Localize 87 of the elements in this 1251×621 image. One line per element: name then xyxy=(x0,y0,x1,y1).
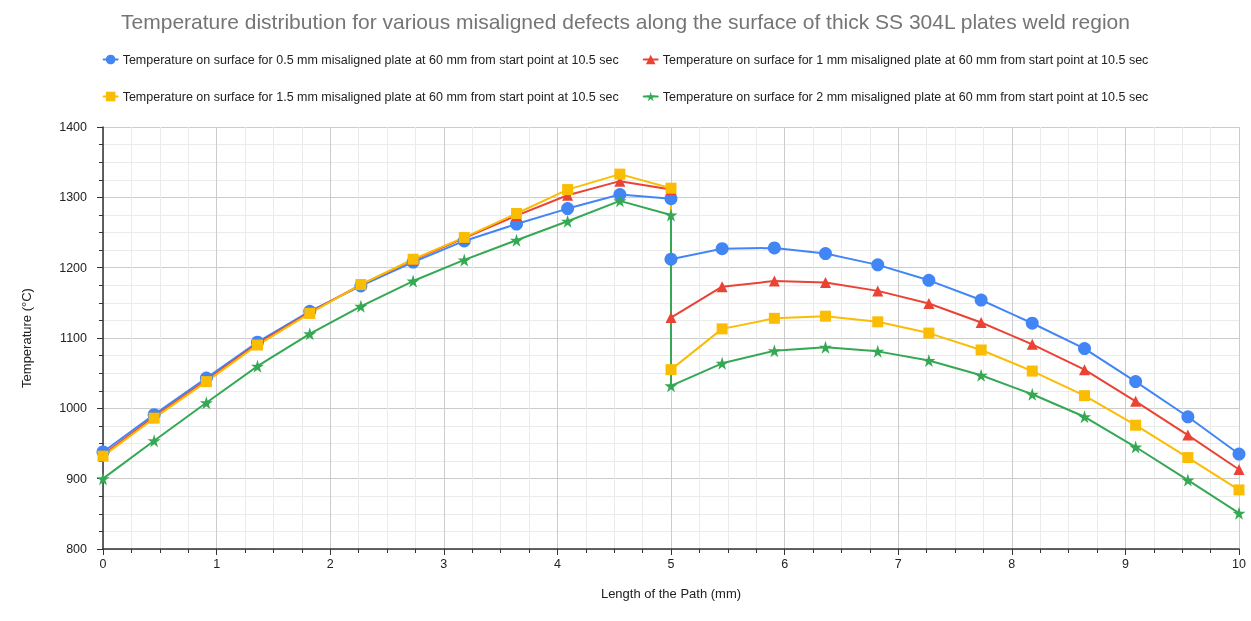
point xyxy=(665,312,677,324)
point xyxy=(354,299,368,313)
point xyxy=(1232,506,1246,520)
point xyxy=(768,275,780,287)
y-tick-label: 1200 xyxy=(59,260,88,275)
point xyxy=(1079,390,1090,402)
point xyxy=(96,472,110,486)
point xyxy=(665,364,677,376)
point xyxy=(1026,365,1038,377)
x-tick-label: 9 xyxy=(1121,556,1129,571)
point xyxy=(1181,473,1195,487)
x-tick-label: 0 xyxy=(99,556,107,571)
y-tick-label: 1000 xyxy=(59,401,88,416)
point xyxy=(1078,342,1091,356)
legend-label: Temperature on surface for 1 mm misaligned plate at 60 mm from start point at 10.5 sec xyxy=(662,52,1149,67)
point xyxy=(1182,429,1194,441)
x-tick-label: 6 xyxy=(781,556,789,571)
x-tick-label: 5 xyxy=(667,556,675,571)
x-tick-label: 8 xyxy=(1008,556,1016,571)
point xyxy=(871,258,885,272)
x-tick-label: 2 xyxy=(326,556,334,571)
point xyxy=(1129,440,1143,454)
y-tick-label: 1300 xyxy=(59,190,88,205)
point xyxy=(1232,447,1246,461)
legend-label: Temperature on surface for 0.5 mm misaligned plate at 60 mm from start point at 10.5 sec xyxy=(122,52,619,67)
x-tick-label: 1 xyxy=(213,556,221,571)
y-axis-title: Temperature (°C) xyxy=(19,288,34,388)
y-tick-label: 1400 xyxy=(59,120,88,134)
legend-label: Temperature on surface for 1.5 mm misaligned plate at 60 mm from start point at 10.5 sec xyxy=(122,89,619,104)
point xyxy=(872,285,884,297)
point xyxy=(820,310,831,322)
point xyxy=(1233,484,1245,496)
point xyxy=(974,293,988,307)
x-tick-label: 4 xyxy=(553,556,561,571)
point xyxy=(1079,364,1090,376)
point xyxy=(1130,419,1142,431)
point xyxy=(561,214,575,228)
point xyxy=(406,274,420,288)
point xyxy=(561,202,575,216)
legend-label: Temperature on surface for 2 mm misaligned plate at 60 mm from start point at 10.5 sec xyxy=(662,89,1149,104)
point xyxy=(303,327,317,341)
point xyxy=(768,312,780,324)
point xyxy=(1182,452,1194,464)
y-tick-label: 800 xyxy=(66,542,88,556)
point xyxy=(922,273,936,287)
point xyxy=(1025,387,1039,401)
point xyxy=(664,208,678,222)
point xyxy=(819,247,832,261)
point xyxy=(716,281,728,293)
point xyxy=(1233,464,1245,476)
point xyxy=(872,316,884,328)
point xyxy=(923,327,935,339)
point xyxy=(1025,316,1039,330)
point xyxy=(820,276,831,288)
chart-title: Temperature distribution for various misaligned defects along the surface of thick SS 304L plates weld region xyxy=(121,10,1130,33)
point xyxy=(922,354,936,368)
point xyxy=(562,184,574,196)
point xyxy=(199,396,213,410)
point xyxy=(1181,410,1195,424)
x-tick-label: 3 xyxy=(440,556,448,571)
point xyxy=(1130,395,1142,407)
point xyxy=(767,344,781,358)
x-tick-label: 7 xyxy=(894,556,902,571)
x-axis-title: Length of the Path (mm) xyxy=(600,586,742,601)
point xyxy=(871,344,885,358)
point xyxy=(767,241,781,255)
point xyxy=(613,194,627,208)
y-tick-label: 1100 xyxy=(60,331,88,345)
point xyxy=(510,233,523,247)
point xyxy=(1129,375,1143,389)
y-tick-label: 900 xyxy=(66,471,88,486)
x-tick-label: 10 xyxy=(1232,556,1246,571)
point xyxy=(819,340,832,354)
point xyxy=(975,317,987,329)
point xyxy=(251,359,264,373)
point xyxy=(974,368,988,382)
point xyxy=(716,323,728,335)
point xyxy=(1026,338,1038,350)
point xyxy=(147,434,161,448)
point xyxy=(715,242,729,256)
point xyxy=(715,356,729,370)
point xyxy=(664,252,678,266)
point xyxy=(1078,410,1091,424)
point xyxy=(975,344,987,356)
point xyxy=(923,298,935,310)
point xyxy=(457,253,471,267)
point xyxy=(614,168,626,180)
